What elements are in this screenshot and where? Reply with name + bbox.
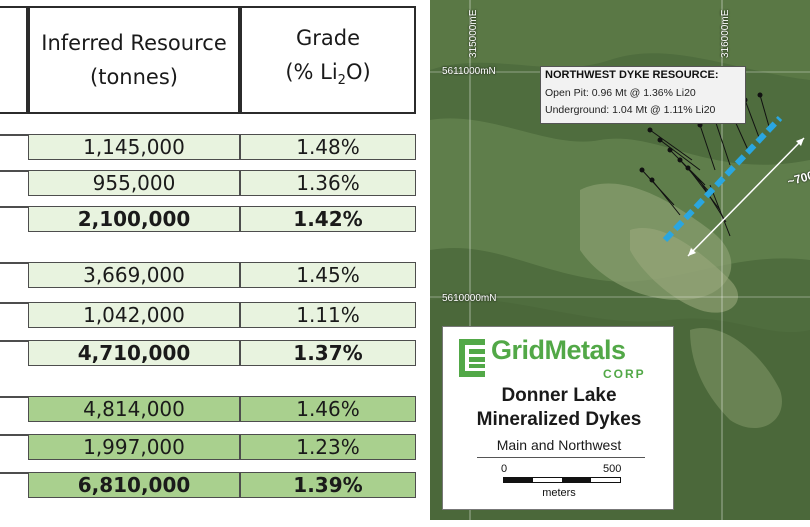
easting-label-1: 315000mE bbox=[468, 9, 479, 58]
grade-cell: 1.11% bbox=[240, 302, 416, 328]
row-label-cell bbox=[0, 472, 28, 474]
gridmetals-logo-icon bbox=[459, 339, 485, 377]
tonnes-cell: 955,000 bbox=[28, 170, 240, 196]
northing-label-2: 5610000mN bbox=[442, 293, 497, 304]
header-grade-unit: (% Li2O) bbox=[285, 55, 370, 98]
grade-cell: 1.45% bbox=[240, 262, 416, 288]
northing-label-1: 5611000mN bbox=[442, 66, 496, 77]
legend-title-2: Mineralized Dykes bbox=[476, 409, 642, 430]
separator bbox=[0, 244, 416, 258]
brand-corp: CORP bbox=[603, 367, 646, 381]
scale-label-0: 0 bbox=[501, 463, 508, 475]
row-label-cell bbox=[0, 262, 28, 264]
tonnes-cell: 3,669,000 bbox=[28, 262, 240, 288]
table-row: 1,145,000 1.48% bbox=[0, 134, 416, 168]
table-row: 3,669,000 1.45% bbox=[0, 262, 416, 296]
row-label-cell bbox=[0, 134, 28, 136]
separator bbox=[0, 118, 416, 132]
easting-label-2: 316000mE bbox=[720, 9, 731, 58]
tonnes-cell: 1,997,000 bbox=[28, 434, 240, 460]
brand-name: GridMetals bbox=[491, 335, 626, 365]
scale-segment bbox=[562, 478, 591, 482]
row-label-cell bbox=[0, 434, 28, 436]
table-row-total: 2,100,000 1.42% bbox=[0, 206, 416, 240]
row-label-cell bbox=[0, 340, 28, 342]
table-row: 955,000 1.36% bbox=[0, 170, 416, 204]
tonnes-cell: 6,810,000 bbox=[28, 472, 240, 498]
grade-cell: 1.23% bbox=[240, 434, 416, 460]
scale-bar bbox=[503, 477, 621, 483]
grade-cell: 1.39% bbox=[240, 472, 416, 498]
table-row: 1,997,000 1.23% bbox=[0, 434, 416, 468]
callout-open-pit: Open Pit: 0.96 Mt @ 1.36% Li20 bbox=[545, 87, 696, 99]
grade-cell: 1.42% bbox=[240, 206, 416, 232]
scale-unit: meters bbox=[542, 487, 576, 499]
row-label-cell bbox=[0, 302, 28, 304]
tonnes-cell: 2,100,000 bbox=[28, 206, 240, 232]
row-label-cell bbox=[0, 206, 28, 208]
header-grade: Grade (% Li2O) bbox=[240, 6, 416, 114]
grade-unit-subscript: 2 bbox=[337, 73, 346, 89]
header-grade-label: Grade bbox=[295, 26, 361, 51]
header-resource: Inferred Resource (tonnes) bbox=[28, 6, 240, 114]
dyke-line bbox=[662, 115, 783, 243]
row-label-cell bbox=[0, 170, 28, 172]
tonnes-cell: 1,042,000 bbox=[28, 302, 240, 328]
grade-cell: 1.36% bbox=[240, 170, 416, 196]
legend-box: GridMetals CORP Donner Lake Mineralized … bbox=[442, 326, 674, 510]
grade-unit-prefix: (% Li bbox=[285, 60, 338, 85]
grade-cell: 1.48% bbox=[240, 134, 416, 160]
table-row: 4,814,000 1.46% bbox=[0, 396, 416, 430]
table-row: 1,042,000 1.11% bbox=[0, 302, 416, 336]
header-resource-label: Inferred Resource bbox=[41, 31, 227, 55]
legend-subtitle: Main and Northwest bbox=[496, 437, 622, 453]
callout-title: NORTHWEST DYKE RESOURCE: bbox=[545, 69, 719, 81]
table-row-total: 6,810,000 1.39% bbox=[0, 472, 416, 506]
resource-table: Inferred Resource (tonnes) Grade (% Li2O… bbox=[0, 0, 416, 510]
distance-line bbox=[687, 137, 805, 257]
scale-label-500: 500 bbox=[603, 463, 622, 475]
tonnes-cell: 1,145,000 bbox=[28, 134, 240, 160]
scale-segment bbox=[504, 478, 533, 482]
tonnes-cell: 4,710,000 bbox=[28, 340, 240, 366]
legend-divider bbox=[477, 457, 645, 458]
resource-callout: NORTHWEST DYKE RESOURCE: Open Pit: 0.96 … bbox=[540, 66, 746, 124]
table-row-total: 4,710,000 1.37% bbox=[0, 340, 416, 374]
tonnes-cell: 4,814,000 bbox=[28, 396, 240, 422]
header-blank-cell bbox=[0, 6, 28, 114]
satellite-map: 315000mE 316000mE 5611000mN 5610000mN NO… bbox=[430, 0, 810, 520]
header-resource-unit: (tonnes) bbox=[90, 65, 178, 89]
grade-unit-suffix: O) bbox=[345, 60, 371, 85]
callout-underground: Underground: 1.04 Mt @ 1.11% Li20 bbox=[545, 104, 716, 116]
grade-cell: 1.37% bbox=[240, 340, 416, 366]
grade-cell: 1.46% bbox=[240, 396, 416, 422]
row-label-cell bbox=[0, 396, 28, 398]
separator bbox=[0, 378, 416, 392]
legend-title-1: Donner Lake bbox=[501, 385, 617, 406]
